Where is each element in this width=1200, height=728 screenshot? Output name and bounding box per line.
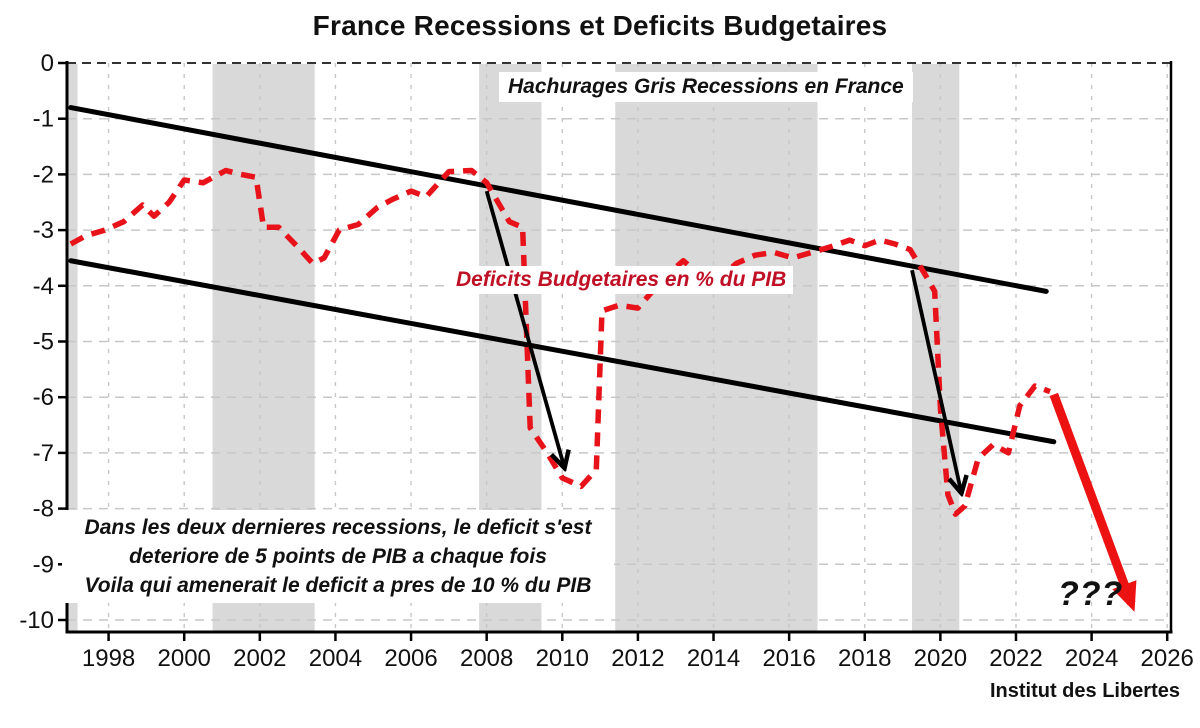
tick-labels-layer: 0 -1 -2 -3 -4 -5 -6 -7 -8 -9 -10 1998 2000 2002 2004 20… bbox=[19, 50, 1194, 672]
x-tick-label: 2022 bbox=[989, 645, 1042, 672]
x-tick-label: 2020 bbox=[914, 645, 967, 672]
y-tick-label: -4 bbox=[33, 273, 54, 300]
note-line-2: deteriore de 5 points de PIB a chaque fo… bbox=[129, 545, 547, 568]
x-tick-label: 2004 bbox=[309, 645, 362, 672]
y-tick-label: -5 bbox=[33, 329, 54, 356]
y-tick-label: -3 bbox=[33, 217, 54, 244]
recession-band bbox=[615, 64, 818, 632]
note-line-3: Voila qui amenerait le deficit a pres de… bbox=[84, 574, 592, 597]
deficit-line bbox=[69, 167, 1051, 517]
recession-drop-arrow bbox=[484, 190, 565, 467]
x-tick-label: 1998 bbox=[82, 645, 135, 672]
x-tick-label: 2024 bbox=[1065, 645, 1118, 672]
trend-line bbox=[68, 105, 1049, 294]
x-tick-label: 2010 bbox=[536, 645, 589, 672]
deficit-series-label: Deficits Budgetaires en % du PIB bbox=[449, 266, 794, 294]
x-tick-label: 2000 bbox=[158, 645, 211, 672]
recession-drop-arrow bbox=[910, 269, 961, 492]
arrows-layer bbox=[484, 190, 1137, 612]
deficit-series-layer bbox=[69, 167, 1051, 517]
x-tick-label: 2016 bbox=[762, 645, 815, 672]
page-title: France Recessions et Deficits Budgetaire… bbox=[312, 10, 888, 41]
y-tick-label: -7 bbox=[33, 440, 54, 467]
x-tick-label: 2006 bbox=[384, 645, 437, 672]
x-tick-label: 2018 bbox=[838, 645, 891, 672]
trend-lines-layer bbox=[68, 105, 1057, 445]
trend-line bbox=[68, 258, 1057, 445]
x-tick-label: 2012 bbox=[611, 645, 664, 672]
y-tick-label: -2 bbox=[33, 161, 54, 188]
x-tick-label: 2026 bbox=[1141, 645, 1194, 672]
recession-band bbox=[67, 64, 78, 632]
x-tick-label: 2002 bbox=[233, 645, 286, 672]
y-tick-label: 0 bbox=[41, 50, 54, 77]
x-tick-label: 2008 bbox=[460, 645, 513, 672]
y-tick-label: -10 bbox=[19, 607, 54, 634]
recessions-legend-note: Hachurages Gris Recessions en France bbox=[499, 72, 913, 102]
note-line-1: Dans les deux dernieres recessions, le d… bbox=[84, 516, 592, 539]
y-tick-label: -1 bbox=[33, 106, 54, 133]
recession-band bbox=[912, 64, 960, 632]
y-tick-label: -8 bbox=[33, 496, 54, 523]
question-marks-annotation: ??? bbox=[1058, 575, 1124, 613]
forecast-red-arrow bbox=[1049, 392, 1137, 612]
deficit-projection-note: Dans les deux dernieres recessions, le d… bbox=[62, 510, 614, 603]
x-tick-label: 2014 bbox=[687, 645, 740, 672]
y-tick-label: -9 bbox=[33, 551, 54, 578]
source-credit: Institut des Libertes bbox=[989, 680, 1180, 702]
y-tick-label: -6 bbox=[33, 384, 54, 411]
